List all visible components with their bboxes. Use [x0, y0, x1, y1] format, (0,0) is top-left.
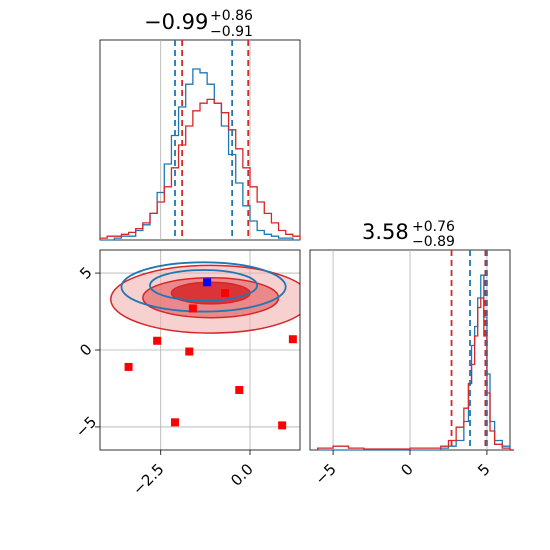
y-tick-label: −5 — [72, 413, 100, 441]
blue-contour-level — [120, 261, 287, 313]
red-marker — [288, 335, 297, 344]
scatter-points — [124, 278, 297, 430]
panel-param2-histogram: −5 0 5 — [309, 249, 514, 488]
red-marker — [235, 386, 244, 394]
panel-frame — [99, 39, 301, 241]
quantile-lines — [450, 250, 488, 450]
y-axis-ticks: 5 0 −5 — [72, 263, 100, 441]
histogram-blue — [100, 68, 300, 241]
y-tick-label: 5 — [76, 263, 95, 282]
y-tick-label: 0 — [76, 340, 95, 359]
x-tick-label: −5 — [312, 460, 340, 488]
red-marker — [153, 336, 162, 345]
red-marker — [221, 289, 229, 298]
histogram-red — [99, 98, 301, 240]
x-tick-label: 0 — [397, 460, 416, 479]
red-marker — [185, 347, 194, 356]
param2-title-upper: +0.76 — [412, 219, 455, 235]
param1-title-upper: +0.86 — [210, 8, 253, 24]
blue-contours — [120, 261, 287, 313]
histogram-red — [317, 297, 514, 451]
x-tick-label: 5 — [474, 460, 493, 479]
histogram-series — [317, 274, 514, 451]
histogram-series — [99, 68, 301, 241]
param1-title-lower: −0.91 — [210, 24, 253, 40]
red-marker — [171, 418, 179, 427]
red-marker — [124, 362, 133, 371]
panel-joint-scatter: −2.5 0.0 5 0 −5 — [72, 249, 301, 499]
param2-title-lower: −0.89 — [412, 234, 455, 250]
blue-contour-level — [149, 269, 259, 302]
x-axis-ticks: −5 0 5 — [312, 450, 494, 488]
x-tick-label: −2.5 — [129, 460, 167, 498]
quantile-lines — [174, 40, 250, 240]
x-tick-label: 0.0 — [227, 460, 257, 490]
panel-param1-histogram — [99, 39, 301, 241]
param1-title-value: −0.99 — [144, 10, 208, 34]
param2-title-value: 3.58 — [362, 220, 409, 244]
x-axis-ticks: −2.5 0.0 — [129, 450, 257, 499]
red-contours — [109, 264, 300, 334]
red-marker — [278, 421, 287, 430]
red-marker — [188, 304, 197, 313]
blue-marker — [203, 278, 212, 287]
